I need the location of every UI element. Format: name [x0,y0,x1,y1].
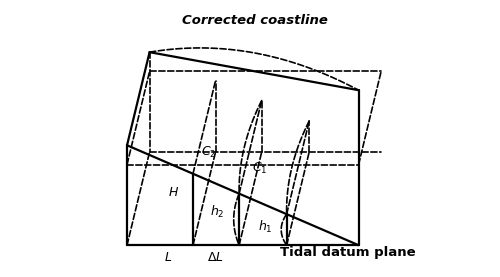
Text: Tidal datum plane: Tidal datum plane [280,246,415,259]
Text: $C_2$: $C_2$ [200,145,216,160]
Text: $h_2$: $h_2$ [210,204,224,220]
Text: Corrected coastline: Corrected coastline [182,14,328,27]
Text: $L$: $L$ [164,251,172,264]
Text: $\Delta L$: $\Delta L$ [207,251,224,264]
Text: $h_1$: $h_1$ [258,219,272,235]
Text: $C_1$: $C_1$ [252,161,268,176]
Text: $H$: $H$ [168,186,179,199]
